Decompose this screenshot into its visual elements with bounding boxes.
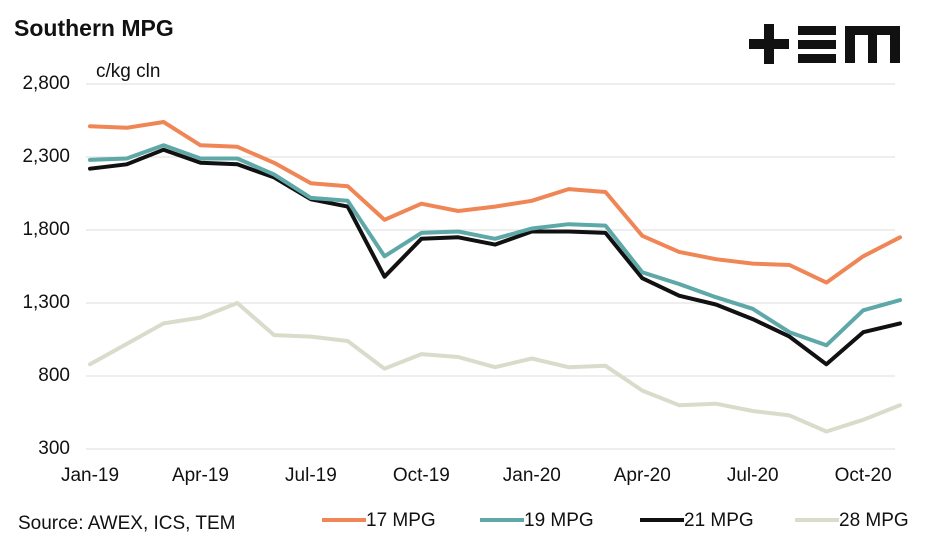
series-line	[88, 147, 902, 367]
y-axis-unit: c/kg cln	[96, 61, 160, 82]
y-tick-label: 1,300	[22, 292, 70, 313]
legend-label: 17 MPG	[366, 510, 436, 531]
x-tick-label: Jan-19	[61, 465, 119, 486]
y-tick-label: 1,800	[22, 219, 70, 240]
series-line	[88, 120, 902, 285]
x-tick-label: Oct-19	[393, 465, 450, 486]
chart-title: Southern MPG	[14, 15, 174, 41]
y-tick-label: 2,800	[22, 73, 70, 94]
y-tick-label: 2,300	[22, 146, 70, 167]
legend-label: 28 MPG	[839, 510, 909, 531]
x-tick-label: Jul-19	[285, 465, 337, 486]
series-line	[88, 301, 902, 434]
x-tick-label: Jul-20	[727, 465, 779, 486]
x-tick-label: Apr-19	[172, 465, 229, 486]
legend-label: 19 MPG	[524, 510, 594, 531]
y-tick-label: 300	[38, 438, 70, 459]
series-line	[88, 143, 902, 348]
logo	[749, 24, 900, 64]
x-tick-label: Apr-20	[614, 465, 671, 486]
legend-label: 21 MPG	[684, 510, 754, 531]
y-tick-label: 800	[38, 365, 70, 386]
source: Source: AWEX, ICS, TEM	[18, 513, 236, 534]
x-tick-label: Oct-20	[835, 465, 892, 486]
x-tick-label: Jan-20	[503, 465, 561, 486]
